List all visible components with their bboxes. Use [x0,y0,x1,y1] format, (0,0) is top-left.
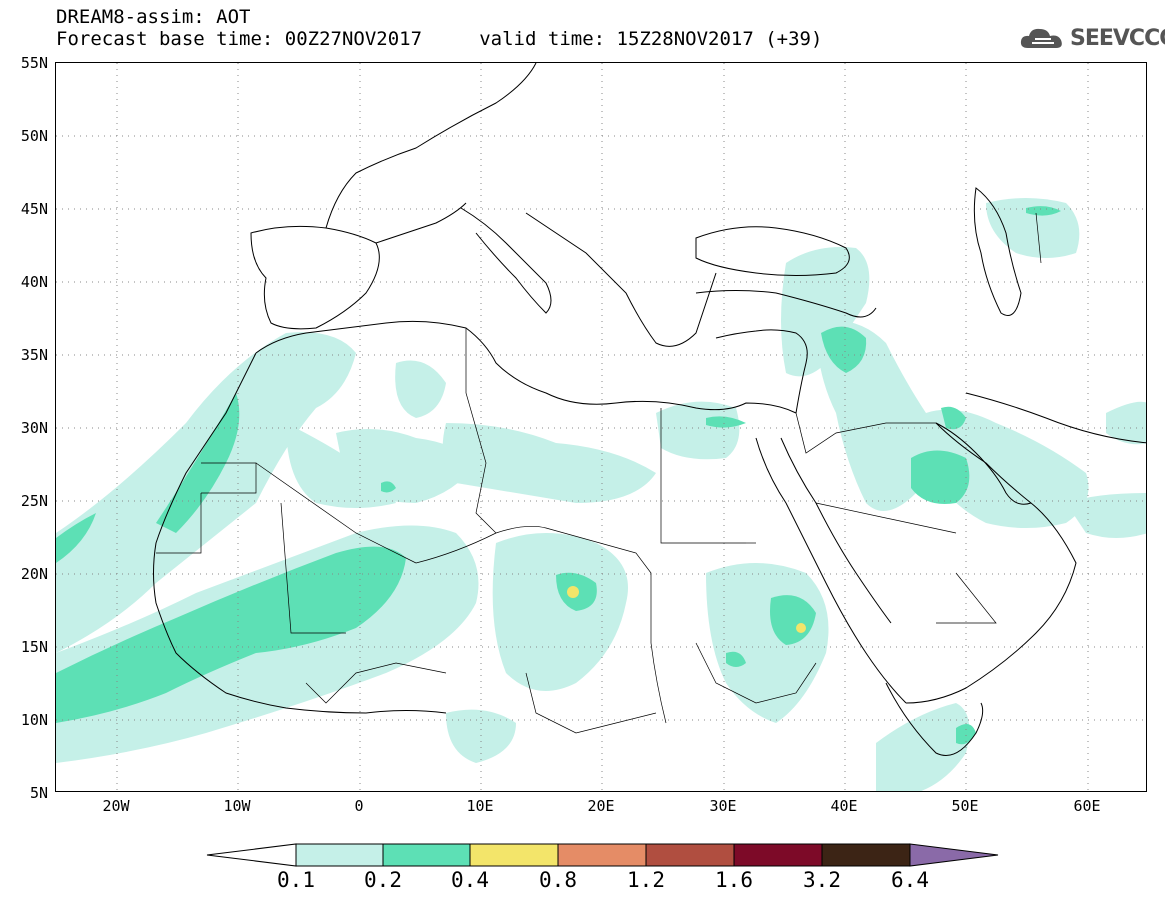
colorbar-segment-0-8 [557,843,647,867]
lon-label-20e: 20E [587,797,615,815]
lon-label-10w: 10W [223,797,251,815]
lon-label-10e: 10E [466,797,494,815]
lon-label-60e: 60E [1073,797,1101,815]
lon-label-40e: 40E [830,797,858,815]
lat-label-45n: 45N [20,200,48,218]
aot-map [55,62,1147,792]
colorbar-segment-3-2 [821,843,911,867]
colorbar-label-0-1: 0.1 [277,868,315,892]
colorbar [206,843,999,867]
forecast-times: Forecast base time: 00Z27NOV2017 valid t… [56,28,823,50]
colorbar-segment-1-2 [645,843,735,867]
lon-label-30e: 30E [709,797,737,815]
colorbar-label-0-8: 0.8 [539,868,577,892]
lon-label-50e: 50E [951,797,979,815]
aot-layer-0-4 [567,586,806,633]
lon-label-20w: 20W [102,797,130,815]
colorbar-label-0-4: 0.4 [451,868,489,892]
colorbar-label-0-2: 0.2 [364,868,402,892]
colorbar-label-3-2: 3.2 [803,868,841,892]
colorbar-segment-1-6 [733,843,823,867]
lat-label-20n: 20N [20,565,48,583]
colorbar-lower-arrow [206,843,297,867]
colorbar-label-1-2: 1.2 [627,868,665,892]
lat-label-25n: 25N [20,492,48,510]
lat-label-5n: 5N [29,784,48,802]
map-header: DREAM8-assim: AOT Forecast base time: 00… [56,6,822,50]
borders [156,212,1042,734]
lat-label-10n: 10N [20,711,48,729]
colorbar-segment-0-1 [295,843,384,867]
map-canvas [56,63,1146,791]
lat-label-30n: 30N [20,419,48,437]
colorbar-segment-0-4 [469,843,559,867]
cloud-icon [1020,28,1062,48]
colorbar-label-1-6: 1.6 [715,868,753,892]
logo-text: SEEVCCC [1070,25,1165,51]
colorbar-upper-arrow [909,843,999,867]
lat-label-55n: 55N [20,54,48,72]
lat-label-50n: 50N [20,127,48,145]
colorbar-label-6-4: 6.4 [891,868,929,892]
lon-label-0: 0 [354,797,364,815]
lat-label-15n: 15N [20,638,48,656]
lat-label-35n: 35N [20,346,48,364]
lat-label-40n: 40N [20,273,48,291]
graticule [56,63,1146,791]
seevccc-logo: SEEVCCC [1018,24,1165,52]
product-title: DREAM8-assim: AOT [56,6,251,28]
colorbar-segment-0-2 [382,843,471,867]
coastlines [153,63,1146,756]
